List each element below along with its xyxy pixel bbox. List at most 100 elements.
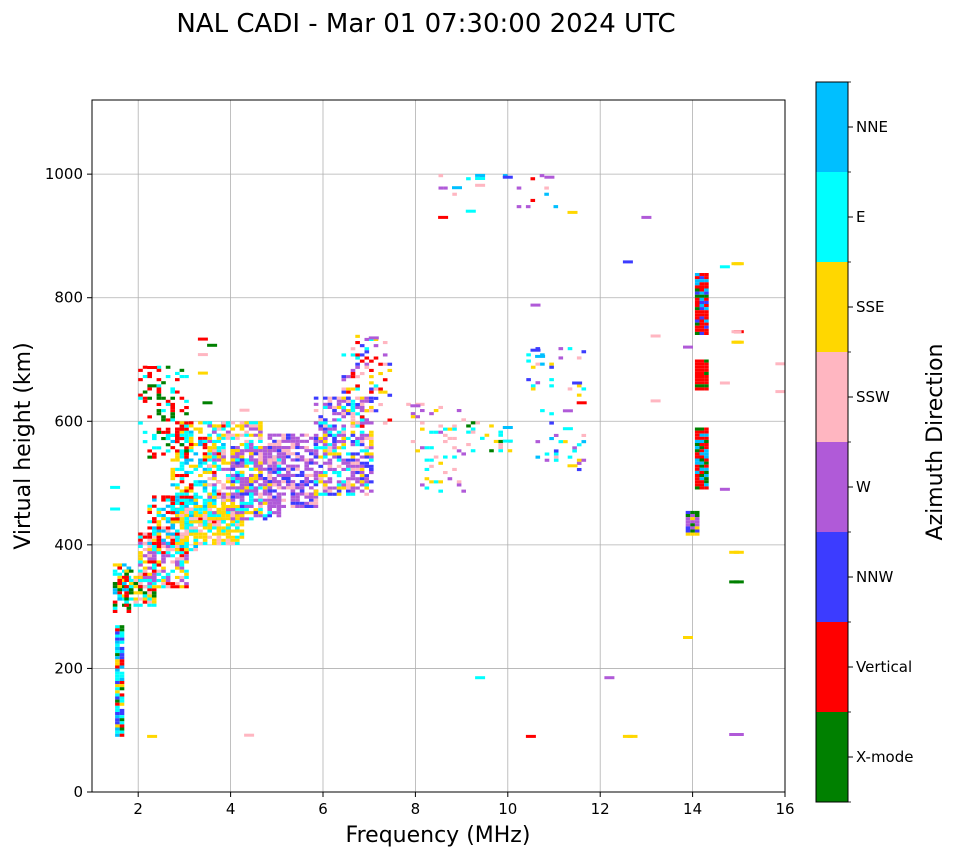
echo-cell — [161, 560, 166, 564]
echo-cell — [161, 582, 166, 586]
echo-cell — [253, 508, 259, 512]
echo-cell — [198, 514, 203, 518]
echo-cell — [179, 585, 185, 589]
echo-cell — [290, 492, 296, 496]
echo-cell — [699, 427, 705, 431]
echo-cell — [119, 708, 125, 712]
echo-cell — [119, 718, 125, 722]
echo-cell — [225, 541, 231, 545]
echo-cell — [189, 517, 194, 521]
echo-cell — [272, 464, 277, 468]
echo-cell — [115, 625, 120, 629]
echo-cell — [690, 526, 695, 530]
echo-cell — [175, 449, 180, 453]
echo-cell — [272, 461, 277, 465]
echo-cell — [267, 464, 272, 468]
echo-cell — [119, 671, 125, 675]
echo-cell — [216, 424, 222, 428]
echo-cell — [699, 371, 705, 375]
echo-cell — [253, 446, 259, 450]
echo-cell — [184, 492, 189, 496]
echo-cell — [175, 452, 180, 456]
echo-cell — [309, 436, 314, 440]
echo-cell — [170, 474, 176, 478]
echo-cell — [202, 538, 208, 542]
echo-cell — [235, 489, 240, 493]
echo-cell — [313, 483, 319, 487]
echo-cell — [694, 294, 700, 298]
echo-cell — [699, 307, 705, 311]
echo-cell — [336, 418, 342, 422]
echo-cell — [230, 446, 236, 450]
echo-cell — [152, 538, 157, 542]
echo-cell — [299, 470, 305, 474]
echo-cell — [309, 501, 314, 505]
echo-cell — [249, 495, 254, 499]
echo-cell — [170, 439, 176, 443]
echo-cell — [156, 430, 162, 434]
echo-cell — [364, 337, 370, 341]
echo-cell — [179, 554, 185, 558]
echo-cell — [267, 455, 273, 459]
echo-cell — [230, 520, 235, 524]
echo-cell — [221, 433, 226, 437]
echo-cell — [544, 458, 550, 462]
echo-cell — [327, 449, 333, 453]
echo-cell — [694, 439, 700, 443]
echo-cell — [364, 433, 369, 437]
echo-cell — [235, 495, 240, 499]
echo-cell — [704, 362, 709, 366]
echo-cell — [193, 526, 198, 530]
echo-mark — [729, 580, 740, 584]
echo-cell — [147, 548, 152, 552]
echo-cell — [262, 455, 268, 459]
echo-cell — [156, 396, 162, 400]
echo-cell — [193, 443, 199, 447]
echo-cell — [193, 545, 198, 549]
echo-cell — [359, 421, 365, 425]
echo-cell — [179, 514, 185, 518]
echo-cell — [202, 446, 208, 450]
echo-cell — [119, 715, 125, 719]
echo-cell — [281, 498, 286, 502]
echo-cell — [211, 489, 217, 493]
echo-cell — [558, 347, 564, 351]
echo-cell — [694, 365, 700, 369]
echo-cell — [112, 603, 118, 607]
echo-cell — [318, 440, 323, 444]
echo-cell — [355, 458, 360, 462]
echo-cell — [699, 316, 705, 320]
echo-cell — [313, 449, 319, 453]
echo-cell — [165, 551, 171, 555]
echo-cell — [147, 375, 152, 379]
echo-cell — [341, 480, 346, 484]
echo-cell — [443, 440, 448, 444]
echo-cell — [198, 541, 203, 545]
echo-cell — [115, 730, 120, 734]
echo-cell — [323, 430, 328, 434]
echo-cell — [456, 480, 462, 484]
echo-cell — [704, 313, 709, 317]
echo-cell — [498, 443, 503, 447]
echo-cell — [327, 489, 333, 493]
echo-cell — [359, 443, 365, 447]
echo-cell — [694, 313, 700, 317]
echo-cell — [198, 532, 203, 536]
echo-cell — [549, 412, 554, 416]
echo-cell — [699, 378, 705, 382]
echo-cell — [699, 384, 705, 388]
colorbar-frame — [815, 81, 849, 803]
echo-cell — [364, 477, 369, 481]
echo-cell — [359, 464, 365, 468]
echo-cell — [286, 467, 291, 471]
echo-cell — [272, 449, 277, 453]
echo-cell — [124, 578, 129, 582]
echo-cell — [272, 498, 277, 502]
echo-cell — [207, 467, 212, 471]
echo-cell — [170, 501, 176, 505]
echo-cell — [359, 418, 365, 422]
echo-cell — [152, 446, 157, 450]
echo-mark — [147, 366, 158, 369]
echo-cell — [212, 486, 217, 490]
echo-cell — [212, 430, 217, 434]
